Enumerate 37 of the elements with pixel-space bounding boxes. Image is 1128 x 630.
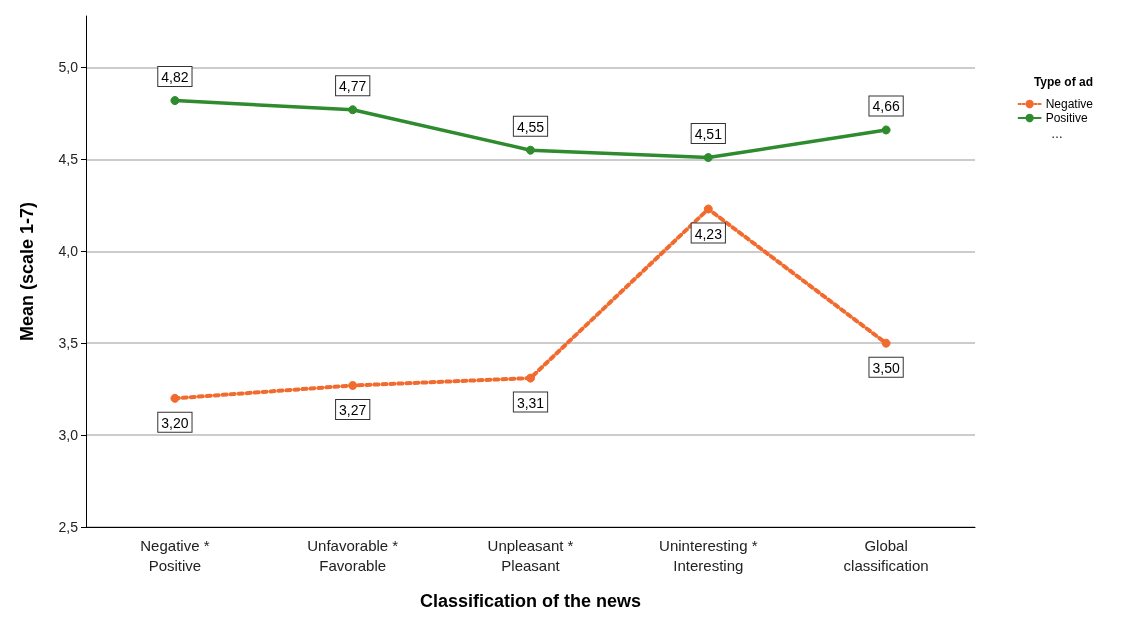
data-label: 4,82 (161, 69, 189, 86)
y-tick-label: 4,0 (58, 243, 79, 260)
y-tick-label: 3,0 (58, 427, 79, 444)
y-axis-title: Mean (scale 1-7) (17, 201, 37, 342)
x-tick-label: Unfavorable * Favorable (307, 536, 399, 574)
y-tick-label: 2,5 (58, 519, 79, 535)
data-label: 4,77 (339, 78, 367, 95)
point (170, 96, 180, 106)
y-tick-label: 5,0 (58, 59, 79, 76)
legend-title: Type of ad (1033, 75, 1094, 89)
point (526, 373, 535, 383)
x-tick-label: Uninteresting * Interesting (659, 536, 758, 574)
y-tick-label: 4,5 (58, 151, 79, 168)
x-tick-label: Unpleasant * Pleasant (487, 536, 574, 574)
point (881, 125, 891, 135)
point (526, 145, 535, 155)
y-tick-label: 3,5 (58, 335, 79, 352)
legend-label: Positive (1045, 111, 1088, 125)
data-label: 4,23 (694, 225, 723, 242)
point (881, 338, 891, 348)
x-tick-label: Negative * Positive (140, 536, 210, 574)
legend-label: Negative (1045, 97, 1094, 111)
data-label: 3,50 (872, 359, 900, 376)
data-label: 3,27 (339, 401, 367, 418)
data-label: 3,31 (516, 394, 545, 411)
x-axis-title: Classification of the news (419, 591, 642, 611)
point (703, 204, 713, 214)
data-label: 4,55 (516, 118, 545, 135)
data-label: 3,20 (161, 414, 189, 431)
point (170, 393, 180, 403)
data-label: 4,51 (694, 126, 723, 143)
point (348, 380, 358, 390)
data-label: 4,66 (872, 98, 900, 115)
point (703, 153, 713, 163)
point (348, 105, 358, 115)
x-tick-label: Global classification (843, 536, 929, 574)
text: … (1051, 127, 1063, 141)
